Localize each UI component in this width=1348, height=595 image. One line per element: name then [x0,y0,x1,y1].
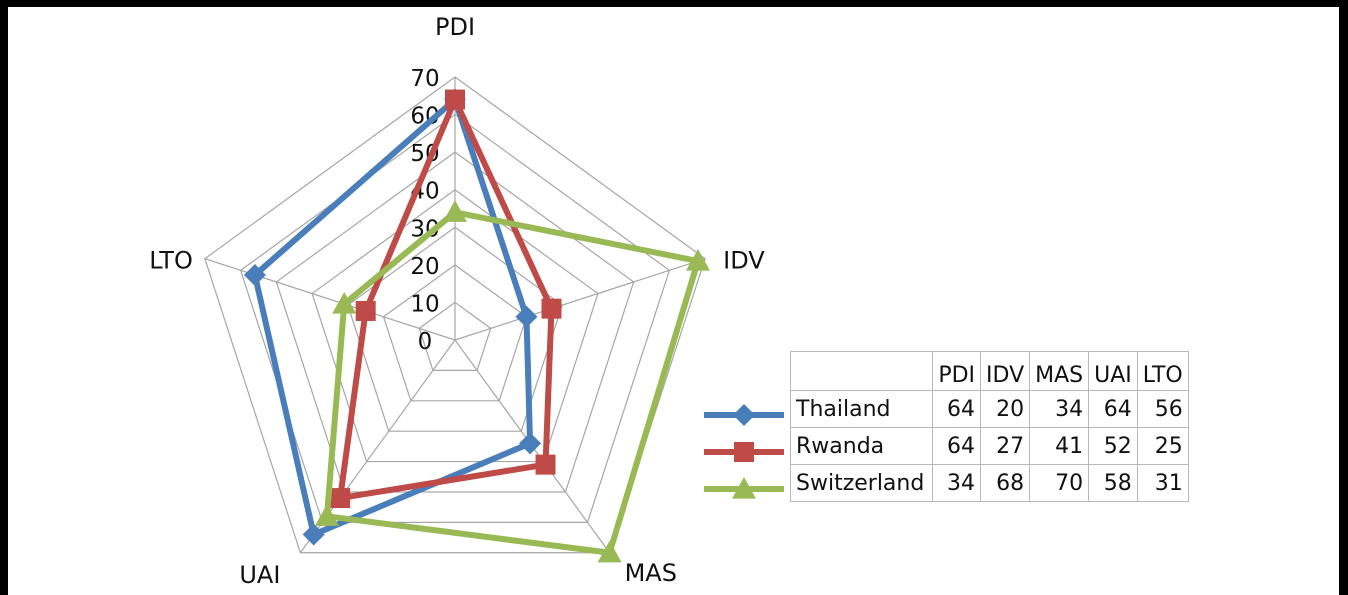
data-point [515,305,538,328]
cell-value: 34 [1029,390,1090,428]
data-point [314,504,339,526]
table-row: Thailand 64 20 34 64 56 [789,390,1189,428]
legend-key-switzerland [704,477,784,499]
data-point [330,488,351,509]
data-point [445,89,465,110]
table-row: Switzerland 34 68 70 58 31 [789,464,1189,502]
header-mas: MAS [1029,351,1090,391]
tick-label: 70 [410,66,439,92]
grid-ring [382,264,528,402]
cell-value: 58 [1088,464,1138,502]
grid-ring [275,151,635,493]
grid-spoke [204,258,456,341]
series-name-thailand: Thailand [789,390,934,428]
cell-value: 52 [1088,427,1138,465]
legend-keys [704,404,784,499]
cell-value: 64 [932,390,982,428]
series-name-switzerland: Switzerland [789,464,934,502]
header-uai: UAI [1088,351,1138,391]
data-point [355,300,376,321]
data-point [535,454,556,475]
tick-label: 10 [410,291,439,317]
axis-label-uai: UAI [239,561,280,589]
cell-value: 68 [980,464,1031,502]
data-point [541,298,562,319]
grid-ring [418,301,492,371]
data-point [519,432,542,455]
axis-label-mas: MAS [625,559,677,587]
series-switzerland [314,200,710,563]
cell-value: 64 [932,427,982,465]
table-corner-cell [789,351,934,391]
header-idv: IDV [980,351,1031,391]
data-point [302,523,325,546]
axis-labels: PDI IDV MAS UAI LTO [149,13,765,589]
cell-value: 70 [1029,464,1090,502]
axis-label-lto: LTO [149,247,193,275]
series-line-thailand [251,96,534,538]
series-thailand [243,88,542,546]
tick-label: 20 [410,254,439,280]
data-point [597,540,622,563]
legend-key-thailand [704,404,784,426]
table-header-row: PDI IDV MAS UAI LTO [789,351,1189,391]
cell-value: 34 [932,464,982,502]
cell-value: 20 [980,390,1031,428]
data-point [243,263,266,286]
header-lto: LTO [1136,351,1189,391]
header-pdi: PDI [932,351,982,391]
data-table: PDI IDV MAS UAI LTO Thailand 64 20 34 64… [789,351,1189,502]
series-name-rwanda: Rwanda [789,427,934,465]
legend-key-rwanda [704,442,784,462]
table-row: Rwanda 64 27 41 52 25 [789,427,1189,465]
legend-marker [733,404,755,426]
axis-label-pdi: PDI [435,13,475,41]
cell-value: 64 [1088,390,1138,428]
series-lines [243,88,710,563]
grid-ring [239,113,671,523]
series-line-switzerland [323,209,701,556]
data-point [332,292,357,314]
cell-value: 31 [1136,464,1189,502]
tick-label: 0 [418,329,433,355]
data-point [685,249,710,271]
grid-spoke [454,258,706,341]
cell-value: 27 [980,427,1031,465]
data-point [443,200,467,222]
axis-label-idv: IDV [723,247,765,275]
grid-ring [204,76,706,554]
legend-marker [732,477,756,499]
cell-value: 56 [1136,390,1189,428]
cell-value: 25 [1136,427,1189,465]
cell-value: 41 [1029,427,1090,465]
grid-ring [311,188,599,463]
legend-marker [734,442,754,462]
